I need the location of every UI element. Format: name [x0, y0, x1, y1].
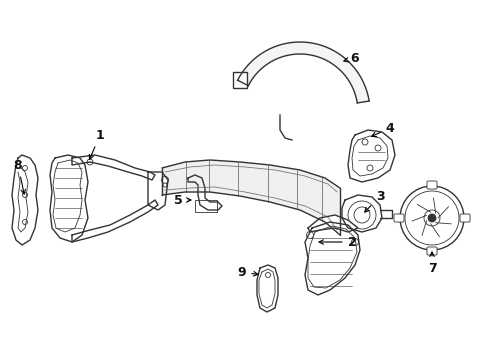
FancyBboxPatch shape [460, 214, 470, 222]
Text: 3: 3 [365, 189, 384, 212]
Text: 9: 9 [238, 266, 258, 279]
Circle shape [367, 165, 373, 171]
FancyBboxPatch shape [427, 181, 437, 189]
Text: 6: 6 [344, 51, 359, 64]
FancyBboxPatch shape [427, 247, 437, 255]
FancyBboxPatch shape [233, 72, 246, 88]
Polygon shape [257, 265, 278, 312]
Text: 1: 1 [89, 129, 104, 159]
Polygon shape [348, 130, 395, 182]
Circle shape [162, 176, 169, 184]
Polygon shape [305, 222, 360, 295]
Circle shape [400, 186, 464, 250]
Polygon shape [308, 215, 358, 232]
Polygon shape [72, 155, 155, 180]
Polygon shape [148, 172, 168, 210]
Polygon shape [342, 195, 382, 232]
Polygon shape [238, 42, 369, 103]
Polygon shape [72, 200, 158, 242]
Circle shape [23, 166, 27, 171]
Circle shape [163, 183, 167, 187]
Circle shape [428, 214, 436, 222]
Circle shape [351, 239, 359, 246]
Text: 7: 7 [428, 252, 437, 275]
Text: 8: 8 [14, 158, 25, 194]
Circle shape [307, 231, 314, 239]
Circle shape [375, 145, 381, 151]
Polygon shape [12, 155, 38, 245]
Circle shape [362, 139, 368, 145]
Circle shape [23, 220, 27, 225]
Text: 4: 4 [371, 122, 394, 136]
Polygon shape [162, 160, 340, 235]
Polygon shape [188, 175, 222, 210]
Circle shape [87, 159, 93, 165]
Polygon shape [50, 155, 88, 242]
Text: 2: 2 [319, 235, 356, 248]
Circle shape [23, 193, 27, 198]
Text: 5: 5 [173, 194, 191, 207]
FancyBboxPatch shape [394, 214, 404, 222]
Circle shape [266, 273, 270, 278]
